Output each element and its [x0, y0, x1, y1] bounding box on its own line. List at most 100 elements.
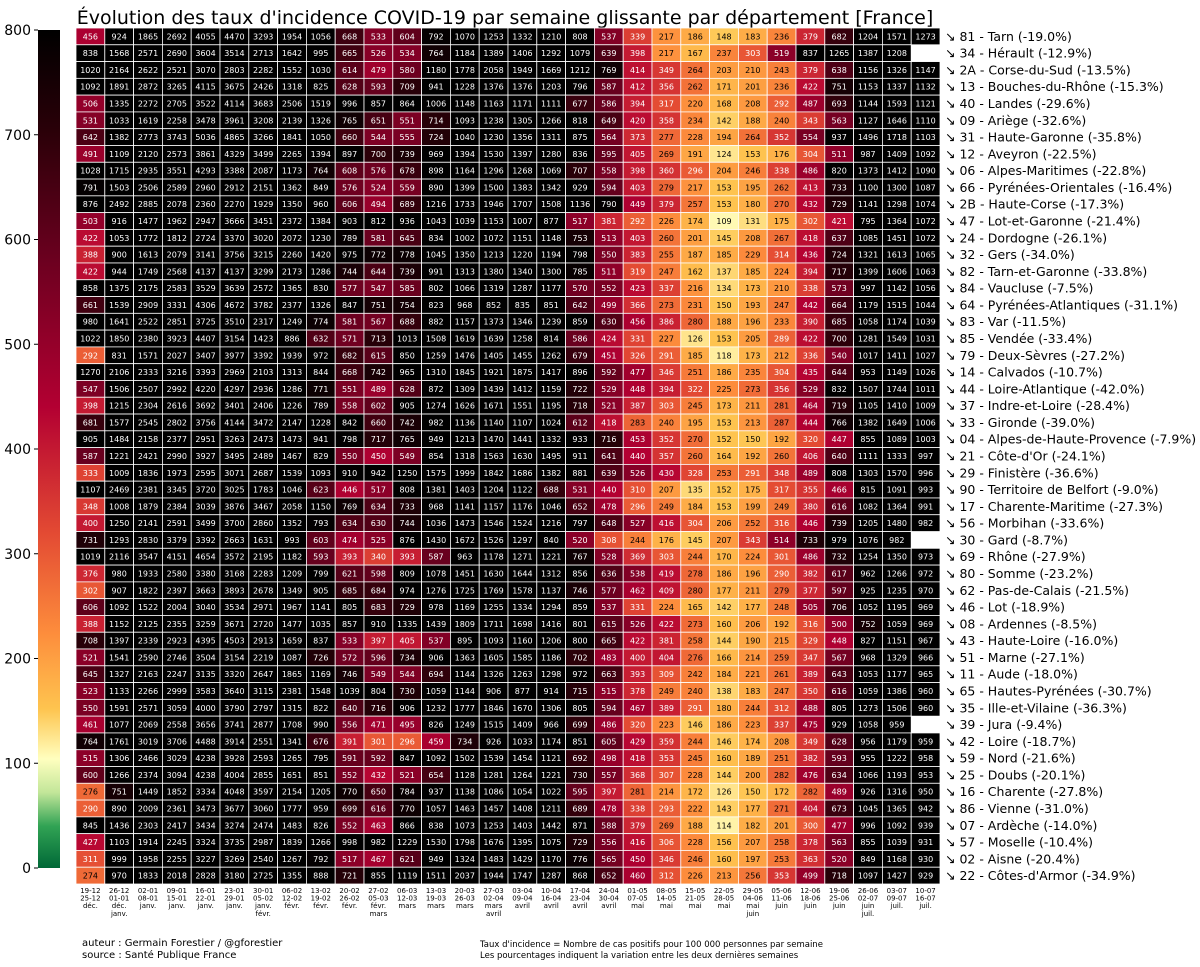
cell-value-label: 453 [630, 435, 645, 444]
cell-value-label: 1335 [397, 620, 417, 629]
cell-value-label: 1174 [887, 318, 907, 327]
cell-value-label: 1044 [915, 301, 935, 310]
cell-value-label: 348 [83, 502, 98, 511]
cell-value-label: 436 [803, 251, 818, 260]
cell-value-label: 799 [313, 569, 328, 578]
cell-value-label: 387 [630, 402, 645, 411]
cell-value-label: 547 [371, 284, 386, 293]
cell-value-label: 333 [83, 469, 98, 478]
cell-value-label: 1470 [483, 435, 503, 444]
cell-value-label: 3473 [195, 804, 215, 813]
cell-value-label: 4048 [224, 788, 244, 797]
cell-value-label: 965 [918, 670, 933, 679]
cell-value-label: 1530 [426, 838, 446, 847]
cell-value-label: 1841 [282, 133, 302, 142]
cell-value-label: 343 [803, 116, 818, 125]
cell-value-label: 360 [659, 167, 674, 176]
cell-value-label: 1128 [455, 771, 475, 780]
cell-value-label: 379 [630, 821, 645, 830]
cell-value-label: 845 [83, 821, 98, 830]
cell-value-label: 1526 [483, 536, 503, 545]
cell-value-label: 709 [400, 83, 415, 92]
cell-value-label: 306 [659, 838, 674, 847]
cell-value-label: 1577 [109, 418, 129, 427]
cell-value-label: 3639 [224, 284, 244, 293]
cell-value-label: 876 [400, 536, 415, 545]
cell-value-label: 478 [601, 502, 616, 511]
cell-value-label: 801 [572, 620, 587, 629]
cell-value-label: 3961 [224, 116, 244, 125]
cell-value-label: 621 [400, 855, 415, 864]
cell-value-label: 890 [428, 183, 443, 192]
cell-value-label: 2474 [253, 821, 273, 830]
cell-value-label: 2885 [138, 200, 158, 209]
cell-value-label: 2173 [282, 267, 302, 276]
cell-value-label: 388 [83, 620, 98, 629]
cell-value-label: 1708 [282, 721, 302, 730]
cell-value-label: 1045 [426, 251, 446, 260]
cell-value-label: 393 [342, 553, 357, 562]
cell-value-label: 857 [342, 620, 357, 629]
cell-value-label: 450 [630, 855, 645, 864]
cell-value-label: 520 [572, 536, 587, 545]
cell-value-label: 177 [745, 804, 760, 813]
cell-value-label: 2355 [167, 620, 187, 629]
cell-value-label: 996 [342, 100, 357, 109]
cell-value-label: 1138 [455, 788, 475, 797]
cell-value-label: 796 [572, 83, 587, 92]
row-label: ↘ 24 - Dordogne (-26.1%) [945, 230, 1107, 245]
cell-value-label: 248 [774, 603, 789, 612]
cell-value-label: 2381 [138, 486, 158, 495]
cell-value-label: 924 [112, 32, 127, 41]
cell-value-label: 2303 [138, 821, 158, 830]
cell-value-label: 1420 [311, 251, 331, 260]
cell-value-label: 2266 [138, 687, 158, 696]
cell-value-label: 1416 [541, 620, 561, 629]
cell-value-label: 886 [284, 335, 299, 344]
cell-value-label: 1059 [858, 687, 878, 696]
cell-value-label: 271 [774, 804, 789, 813]
cell-value-label: 319 [630, 267, 645, 276]
row-label: ↘ 47 - Lot-et-Garonne (-21.4%) [945, 214, 1141, 229]
cell-value-label: 3675 [224, 83, 244, 92]
cell-value-label: 1065 [915, 251, 935, 260]
row-label: ↘ 2B - Haute-Corse (-17.3%) [945, 197, 1124, 212]
cell-value-label: 185 [716, 251, 731, 260]
cell-value-label: 936 [400, 217, 415, 226]
cell-value-label: 778 [400, 251, 415, 260]
cell-value-label: 142 [716, 603, 731, 612]
cell-value-label: 405 [630, 150, 645, 159]
cell-value-label: 3401 [224, 402, 244, 411]
cell-value-label: 167 [688, 49, 703, 58]
cell-value-label: 608 [342, 167, 357, 176]
cell-value-label: 1052 [858, 603, 878, 612]
cell-value-label: 486 [803, 167, 818, 176]
cell-value-label: 602 [371, 402, 386, 411]
cell-value-label: 688 [544, 486, 559, 495]
cell-value-label: 3700 [224, 519, 244, 528]
cell-value-label: 1865 [138, 32, 158, 41]
cell-value-label: 4151 [167, 553, 187, 562]
cell-value-label: 4395 [195, 637, 215, 646]
cell-value-label: 1249 [455, 721, 475, 730]
cell-value-label: 877 [544, 217, 559, 226]
cell-value-label: 557 [601, 771, 616, 780]
cell-value-label: 478 [601, 804, 616, 813]
cell-value-label: 645 [83, 670, 98, 679]
cell-value-label: 730 [400, 687, 415, 696]
cell-value-label: 1303 [858, 469, 878, 478]
cell-value-label: 1180 [426, 66, 446, 75]
cell-value-label: 960 [918, 687, 933, 696]
cell-value-label: 233 [774, 318, 789, 327]
cell-value-label: 1151 [887, 637, 907, 646]
cell-value-label: 511 [832, 150, 847, 159]
cell-value-label: 2803 [224, 66, 244, 75]
cell-value-label: 654 [428, 771, 443, 780]
cell-value-label: 1506 [887, 704, 907, 713]
cell-value-label: 1496 [858, 133, 878, 142]
cell-value-label: 1148 [455, 100, 475, 109]
cell-value-label: 600 [83, 771, 98, 780]
cell-value-label: 3534 [224, 603, 244, 612]
cell-value-label: 851 [544, 301, 559, 310]
cell-value-label: 526 [630, 469, 645, 478]
